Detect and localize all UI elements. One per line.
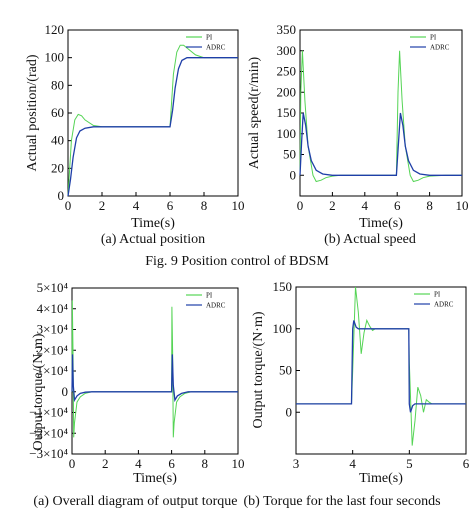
- ytick-label: 20: [51, 160, 64, 175]
- caption-b-bottom: (b) Torque for the last four seconds: [244, 494, 441, 509]
- legend-label-pi: PI: [206, 34, 213, 42]
- series-line-adrc: [299, 112, 462, 176]
- ytick-label: 0: [286, 404, 293, 419]
- plot-frame-position: [67, 29, 239, 197]
- ytick-label: 3×10⁴: [37, 322, 69, 337]
- ytick-label: 100: [277, 126, 297, 141]
- caption-a-bottom: (a) Overall diagram of output torque: [33, 494, 237, 509]
- plot-frame-torque-overall: [71, 287, 239, 455]
- xtick-label: 10: [232, 198, 245, 213]
- xtick-label: 4: [349, 456, 356, 471]
- xtick-label: 2: [329, 198, 336, 213]
- ytick-label: 80: [51, 77, 64, 92]
- plot-frame-torque-last: [295, 286, 467, 455]
- xtick-label: 2: [99, 198, 106, 213]
- series-line-pi: [71, 300, 238, 438]
- xlabel-speed: Time(s): [359, 216, 403, 231]
- ytick-label: 150: [277, 105, 297, 120]
- xtick-label: 6: [394, 198, 401, 213]
- chart-torque-last: 3 4 5 6 0 50 100 150 PI ADRC Time(s) Output torqu…: [251, 279, 470, 486]
- ytick-label: 40: [51, 133, 64, 148]
- xtick-label: 0: [69, 456, 76, 471]
- xtick-label: 8: [202, 456, 209, 471]
- ytick-label: 100: [45, 50, 65, 65]
- chart-torque-overall: 0 2 4 6 8 10 −3×10⁴ −2×10⁴ −1×10⁴ 0 1×10⁴ 2×10⁴ 3×10…: [29, 280, 244, 486]
- xtick-label: 0: [297, 198, 304, 213]
- ytick-label: 4×10⁴: [37, 301, 69, 316]
- ylabel-speed: Actual speed(r/min): [247, 56, 262, 169]
- series-line-adrc: [71, 354, 238, 403]
- series-line-pi: [299, 50, 462, 183]
- series-line-adrc: [296, 320, 466, 413]
- legend-label-adrc: ADRC: [206, 302, 226, 310]
- series-line-pi: [296, 286, 466, 446]
- ylabel-position: Actual position/(rad): [25, 54, 40, 171]
- figure-caption: Fig. 9 Position control of BDSM: [145, 254, 329, 269]
- ytick-label: 0: [58, 188, 65, 203]
- ytick-label: 100: [273, 321, 293, 336]
- xtick-label: 6: [463, 456, 470, 471]
- ytick-label: 200: [277, 84, 297, 99]
- legend-label-adrc: ADRC: [206, 44, 226, 52]
- caption-bottom: (a) Overall diagram of output torque (b) …: [33, 494, 440, 509]
- legend-label-pi: PI: [206, 292, 213, 300]
- legend-label-adrc: ADRC: [430, 44, 450, 52]
- xtick-label: 8: [201, 198, 208, 213]
- legend-label-pi: PI: [434, 291, 441, 299]
- ytick-label: 250: [277, 64, 297, 79]
- ylabel-torque-last: Output torque/(N·m): [251, 311, 266, 428]
- ylabel-torque-overall: Output torque/(N·m): [31, 333, 46, 450]
- xtick-label: 6: [167, 198, 174, 213]
- xtick-label: 10: [456, 198, 469, 213]
- xtick-label: 4: [135, 456, 142, 471]
- ytick-label: 120: [45, 22, 65, 37]
- xtick-label: 4: [362, 198, 369, 213]
- legend-label-pi: PI: [430, 34, 437, 42]
- ytick-label: −1×10⁴: [29, 405, 68, 420]
- xtick-label: 3: [293, 456, 300, 471]
- xlabel-position: Time(s): [131, 216, 175, 231]
- xtick-label: 4: [133, 198, 140, 213]
- ytick-label: 50: [279, 363, 292, 378]
- caption-a-top: (a) Actual position: [101, 232, 205, 247]
- ytick-label: 0: [290, 167, 297, 182]
- ytick-label: 150: [273, 279, 293, 294]
- plot-frame-speed: [299, 29, 463, 197]
- ytick-label: 300: [277, 43, 297, 58]
- ytick-label: 60: [51, 105, 64, 120]
- xtick-label: 5: [406, 456, 413, 471]
- ytick-label: 2×10⁴: [37, 342, 69, 357]
- xtick-label: 2: [102, 456, 109, 471]
- xtick-label: 0: [65, 198, 72, 213]
- ytick-label: 350: [277, 22, 297, 37]
- xlabel-torque-last: Time(s): [359, 471, 403, 486]
- series-line-pi: [67, 44, 238, 197]
- ytick-label: 50: [283, 147, 296, 162]
- ytick-label: 0: [62, 384, 69, 399]
- xtick-label: 6: [168, 456, 175, 471]
- ytick-label: 1×10⁴: [37, 363, 69, 378]
- caption-b-top: (b) Actual speed: [324, 232, 416, 247]
- xlabel-torque-overall: Time(s): [133, 471, 177, 486]
- ytick-label: −2×10⁴: [29, 425, 68, 440]
- series-line-adrc: [67, 57, 238, 197]
- legend-label-adrc: ADRC: [434, 301, 454, 309]
- xtick-label: 10: [232, 456, 245, 471]
- xtick-label: 8: [426, 198, 433, 213]
- ytick-label: 5×10⁴: [37, 280, 69, 295]
- ytick-label: −3×10⁴: [29, 446, 68, 461]
